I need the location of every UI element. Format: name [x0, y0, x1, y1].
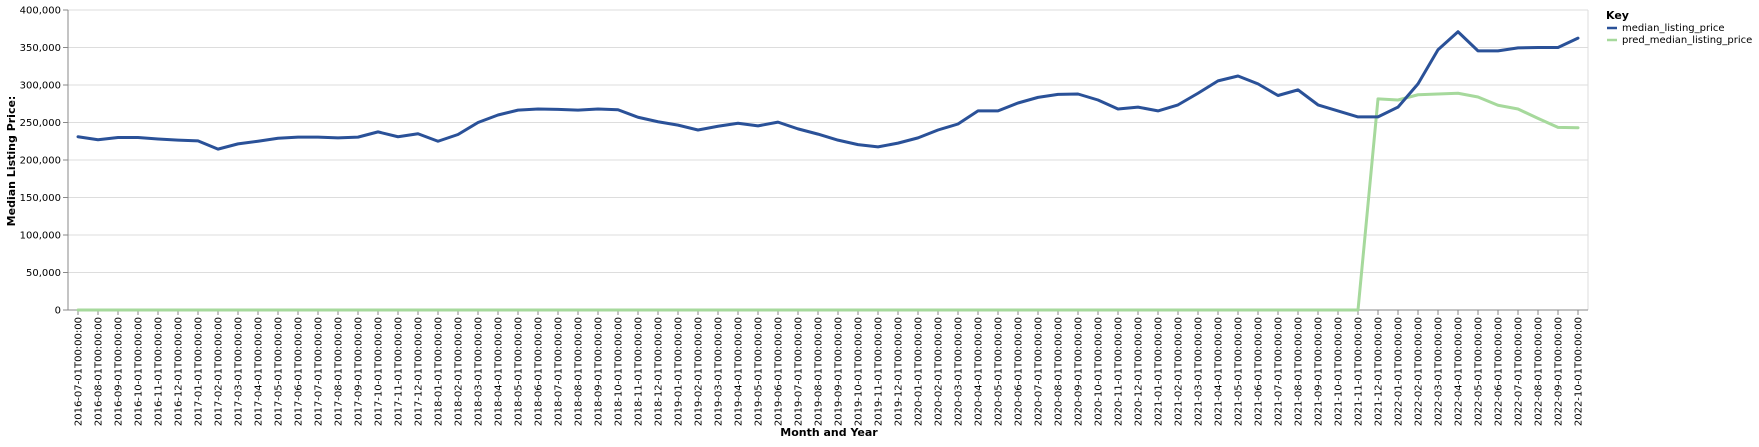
x-tick-label: 2021-03-01T00:00:00 — [1194, 317, 1205, 426]
x-tick-label: 2021-09-01T00:00:00 — [1314, 317, 1325, 426]
gridlines — [68, 9, 1588, 311]
x-tick-label: 2019-12-01T00:00:00 — [894, 317, 905, 426]
x-tick-label: 2021-05-01T00:00:00 — [1234, 317, 1245, 426]
x-tick-label: 2018-10-01T00:00:00 — [614, 317, 625, 426]
legend-title: Key — [1606, 9, 1629, 22]
y-tick-label: 400,000 — [20, 6, 61, 17]
x-tick-label: 2018-04-01T00:00:00 — [494, 317, 505, 426]
x-tick-label: 2021-08-01T00:00:00 — [1294, 317, 1305, 426]
y-tick-label: 150,000 — [20, 193, 61, 204]
x-tick-label: 2020-09-01T00:00:00 — [1074, 317, 1085, 426]
x-tick-label: 2019-01-01T00:00:00 — [674, 317, 685, 426]
x-tick-label: 2020-08-01T00:00:00 — [1054, 317, 1065, 426]
x-tick-label: 2017-04-01T00:00:00 — [254, 317, 265, 426]
x-tick-label: 2017-01-01T00:00:00 — [194, 317, 205, 426]
x-tick-label: 2020-02-01T00:00:00 — [934, 317, 945, 426]
x-tick-label: 2017-03-01T00:00:00 — [234, 317, 245, 426]
x-tick-label: 2021-02-01T00:00:00 — [1174, 317, 1185, 426]
x-tick-label: 2017-11-01T00:00:00 — [394, 317, 405, 426]
x-tick-label: 2020-04-01T00:00:00 — [974, 317, 985, 426]
x-tick-label: 2019-05-01T00:00:00 — [754, 317, 765, 426]
y-axis: 0 50,000 100,000 150,000 200,000 250,000 300,0… — [20, 6, 68, 317]
x-tick-label: 2020-07-01T00:00:00 — [1034, 317, 1045, 426]
x-tick-label: 2020-06-01T00:00:00 — [1014, 317, 1025, 426]
x-axis: 2016-07-01T00:00:00 2016-08-01T00:00:00 20… — [74, 310, 1585, 426]
x-tick-label: 2017-02-01T00:00:00 — [214, 317, 225, 426]
x-tick-label: 2016-11-01T00:00:00 — [154, 317, 165, 426]
x-tick-label: 2021-06-01T00:00:00 — [1254, 317, 1265, 426]
x-tick-label: 2021-12-01T00:00:00 — [1374, 317, 1385, 426]
x-tick-label: 2016-09-01T00:00:00 — [114, 317, 125, 426]
x-tick-label: 2017-09-01T00:00:00 — [354, 317, 365, 426]
y-tick-label: 300,000 — [20, 81, 61, 92]
x-tick-label: 2022-05-01T00:00:00 — [1474, 317, 1485, 426]
x-tick-label: 2019-09-01T00:00:00 — [834, 317, 845, 426]
x-tick-label: 2022-04-01T00:00:00 — [1454, 317, 1465, 426]
x-axis-title: Month and Year — [780, 426, 878, 439]
x-tick-label: 2021-04-01T00:00:00 — [1214, 317, 1225, 426]
x-tick-label: 2017-05-01T00:00:00 — [274, 317, 285, 426]
x-tick-label: 2019-02-01T00:00:00 — [694, 317, 705, 426]
x-tick-label: 2018-12-01T00:00:00 — [654, 317, 665, 426]
series-line-pred-median-listing-price — [76, 91, 1580, 312]
x-tick-label: 2020-03-01T00:00:00 — [954, 317, 965, 426]
x-tick-label: 2021-11-01T00:00:00 — [1354, 317, 1365, 426]
x-tick-label: 2018-03-01T00:00:00 — [474, 317, 485, 426]
y-tick-label: 200,000 — [20, 156, 61, 167]
x-tick-label: 2019-06-01T00:00:00 — [774, 317, 785, 426]
x-tick-label: 2022-07-01T00:00:00 — [1514, 317, 1525, 426]
x-tick-label: 2018-08-01T00:00:00 — [574, 317, 585, 426]
x-tick-label: 2017-07-01T00:00:00 — [314, 317, 325, 426]
legend-items: median_listing_pricepred_median_listing_… — [1607, 23, 1752, 46]
x-tick-label: 2021-10-01T00:00:00 — [1334, 317, 1345, 426]
x-tick-label: 2021-07-01T00:00:00 — [1274, 317, 1285, 426]
x-tick-label: 2022-02-01T00:00:00 — [1414, 317, 1425, 426]
y-axis-title: Median Listing Price: — [5, 96, 18, 227]
x-tick-label: 2022-01-01T00:00:00 — [1394, 317, 1405, 426]
x-tick-label: 2017-10-01T00:00:00 — [374, 317, 385, 426]
x-tick-label: 2020-12-01T00:00:00 — [1134, 317, 1145, 426]
x-tick-label: 2019-03-01T00:00:00 — [714, 317, 725, 426]
y-tick-label: 100,000 — [20, 231, 61, 242]
x-tick-label: 2018-06-01T00:00:00 — [534, 317, 545, 426]
y-tick-label: 250,000 — [20, 118, 61, 129]
legend-label-median-listing-price: median_listing_price — [1622, 23, 1725, 34]
series-layer — [76, 30, 1580, 312]
x-tick-label: 2022-09-01T00:00:00 — [1554, 317, 1565, 426]
x-tick-label: 2016-08-01T00:00:00 — [94, 317, 105, 426]
x-tick-label: 2017-06-01T00:00:00 — [294, 317, 305, 426]
y-tick-label: 50,000 — [26, 268, 61, 279]
x-tick-label: 2020-05-01T00:00:00 — [994, 317, 1005, 426]
x-tick-label: 2018-07-01T00:00:00 — [554, 317, 565, 426]
x-tick-label: 2016-12-01T00:00:00 — [174, 317, 185, 426]
series-line-median-listing-price — [76, 30, 1580, 151]
x-tick-label: 2020-01-01T00:00:00 — [914, 317, 925, 426]
x-tick-label: 2018-11-01T00:00:00 — [634, 317, 645, 426]
x-tick-label: 2022-10-01T00:00:00 — [1574, 317, 1585, 426]
x-tick-label: 2016-10-01T00:00:00 — [134, 317, 145, 426]
y-tick-label: 350,000 — [20, 43, 61, 54]
x-tick-label: 2019-04-01T00:00:00 — [734, 317, 745, 426]
x-tick-label: 2016-07-01T00:00:00 — [74, 317, 85, 426]
x-tick-label: 2022-08-01T00:00:00 — [1534, 317, 1545, 426]
x-tick-label: 2021-01-01T00:00:00 — [1154, 317, 1165, 426]
y-tick-label: 0 — [55, 306, 61, 317]
legend-label-pred-median-listing-price: pred_median_listing_price — [1622, 35, 1752, 46]
x-tick-label: 2018-01-01T00:00:00 — [434, 317, 445, 426]
x-tick-label: 2019-10-01T00:00:00 — [854, 317, 865, 426]
x-tick-label: 2019-07-01T00:00:00 — [794, 317, 805, 426]
x-tick-label: 2018-02-01T00:00:00 — [454, 317, 465, 426]
x-tick-label: 2018-09-01T00:00:00 — [594, 317, 605, 426]
legend: Key median_listing_pricepred_median_list… — [1606, 9, 1752, 46]
x-tick-label: 2017-08-01T00:00:00 — [334, 317, 345, 426]
x-tick-label: 2022-03-01T00:00:00 — [1434, 317, 1445, 426]
x-tick-label: 2018-05-01T00:00:00 — [514, 317, 525, 426]
x-tick-label: 2019-11-01T00:00:00 — [874, 317, 885, 426]
x-tick-label: 2017-12-01T00:00:00 — [414, 317, 425, 426]
x-tick-label: 2020-10-01T00:00:00 — [1094, 317, 1105, 426]
x-tick-label: 2020-11-01T00:00:00 — [1114, 317, 1125, 426]
x-tick-label: 2022-06-01T00:00:00 — [1494, 317, 1505, 426]
x-tick-label: 2019-08-01T00:00:00 — [814, 317, 825, 426]
